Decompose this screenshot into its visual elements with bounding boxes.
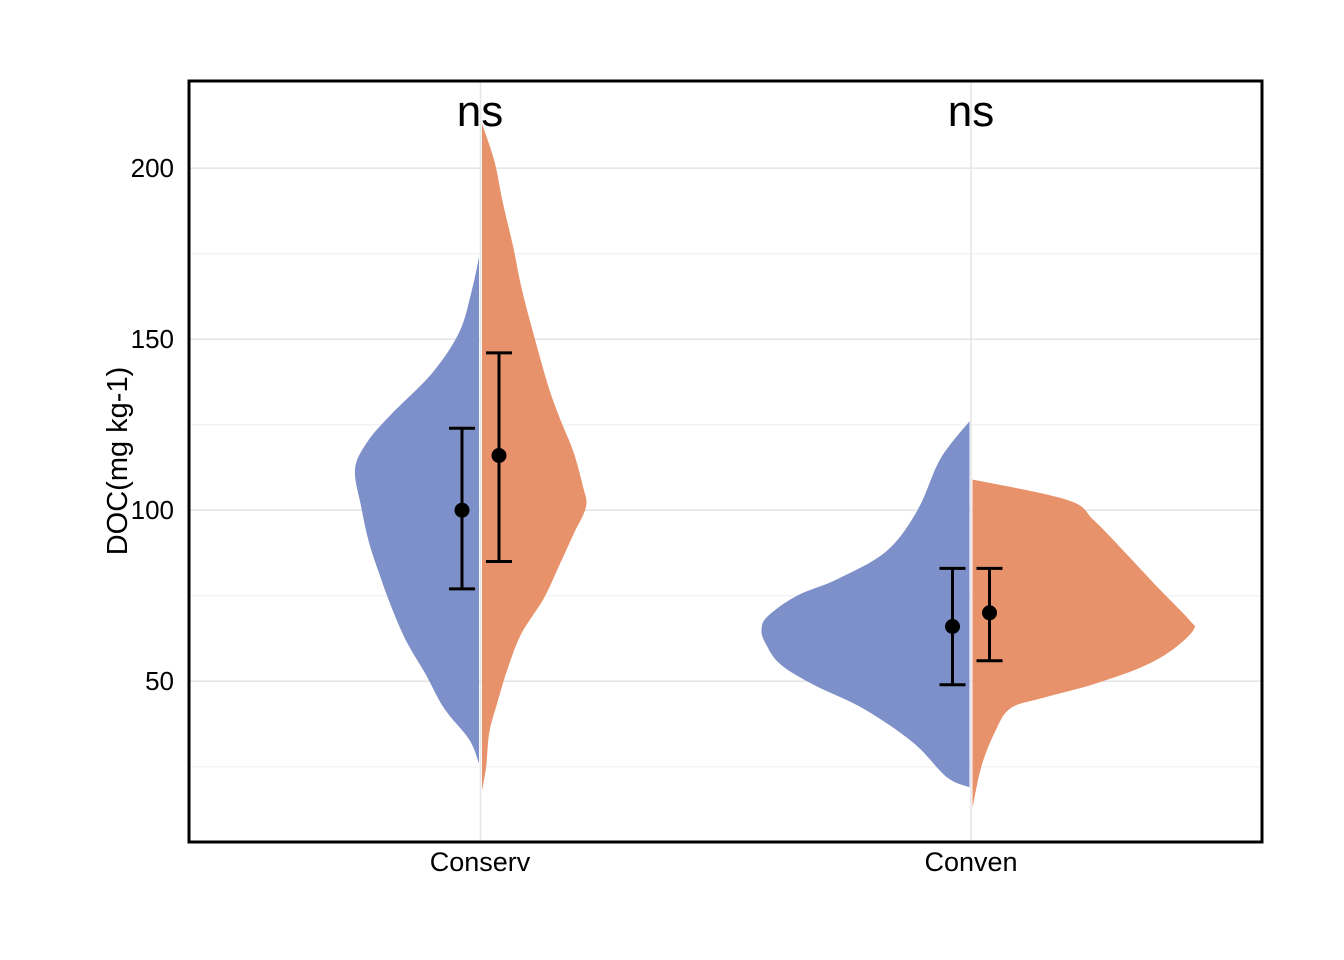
y-tick-label: 150: [130, 324, 174, 354]
violin-conserv-left: [354, 257, 479, 764]
significance-label-conserv: ns: [456, 87, 504, 136]
errorbar-conven-left-mean-dot: [945, 619, 960, 634]
errorbar-conserv-left-mean-dot: [454, 502, 470, 518]
errorbar-conserv-right-mean-dot: [491, 448, 507, 463]
y-tick-label: 50: [145, 666, 174, 696]
significance-label-conven: ns: [947, 87, 995, 136]
y-axis-title: DOC(mg kg-1): [102, 366, 134, 556]
violin-conven-right: [972, 479, 1196, 808]
panel-border: [187, 79, 1264, 844]
y-tick-label: 200: [130, 153, 174, 183]
y-tick-label: 100: [130, 495, 174, 525]
violin-conven-left: [761, 421, 970, 788]
x-tick-label-conserv: Conserv: [429, 847, 531, 877]
errorbar-conven-right-mean-dot: [982, 605, 997, 621]
violin-conserv-right: [482, 123, 587, 791]
x-tick-label-conven: Conven: [924, 847, 1018, 877]
